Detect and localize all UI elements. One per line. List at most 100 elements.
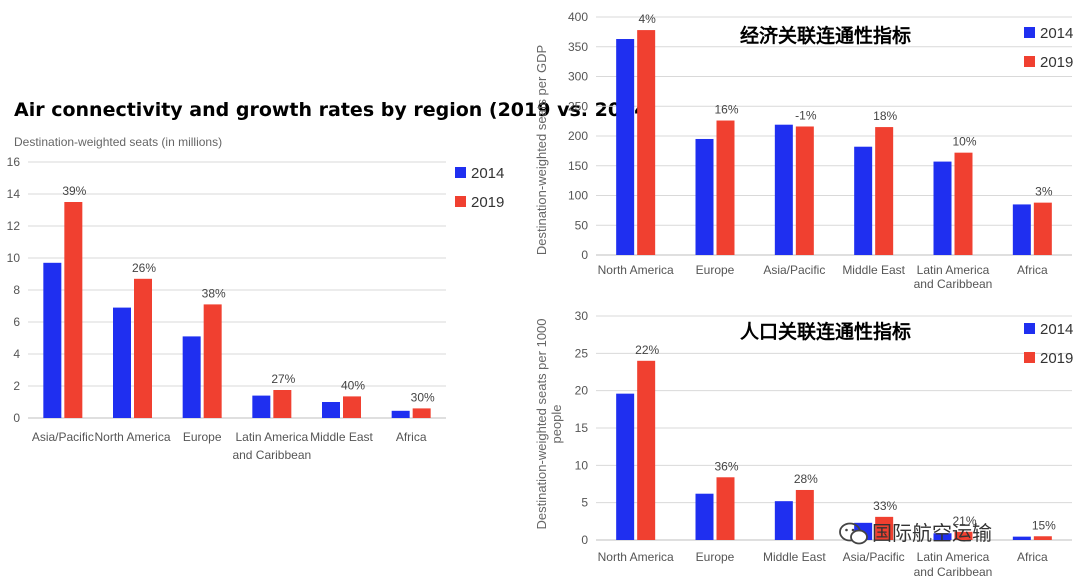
legend-entry: 2019 <box>1040 54 1073 71</box>
growth-label: 21% <box>952 514 976 528</box>
y-tick-label: 12 <box>7 219 21 233</box>
y-tick-label: 15 <box>575 421 589 435</box>
x-tick-label: Middle East <box>310 430 373 444</box>
bar-2019 <box>795 126 814 255</box>
y-tick-label: 400 <box>568 10 588 24</box>
growth-label: 38% <box>202 286 226 300</box>
bar-2019 <box>716 120 735 255</box>
growth-label: 22% <box>635 343 659 357</box>
bar-2014 <box>774 124 793 255</box>
growth-label: 3% <box>1035 185 1053 199</box>
y-tick-label: 0 <box>581 248 588 262</box>
y-tick-label: 200 <box>568 129 588 143</box>
x-tick-label: Europe <box>696 550 735 564</box>
bar-2014 <box>854 146 873 255</box>
growth-label: 36% <box>714 459 738 473</box>
bar-2014 <box>616 39 635 255</box>
y-axis-label: Destination-weighted seats per 1000peopl… <box>534 318 564 529</box>
legend-swatch-2019 <box>455 196 466 207</box>
y-axis-label: Destination-weighted seats per GDP <box>534 45 549 255</box>
chart-title: Air connectivity and growth rates by reg… <box>14 99 656 121</box>
bar-2019 <box>954 531 973 540</box>
chart-title: 人口关联连通性指标 <box>740 320 911 343</box>
x-tick-label: and Caribbean <box>232 448 311 462</box>
bar-2019 <box>875 127 894 255</box>
bar-2014 <box>695 493 714 540</box>
x-tick-label: Europe <box>696 263 735 277</box>
bar-2019 <box>412 408 431 418</box>
bar-2019 <box>637 360 656 540</box>
x-tick-label: Middle East <box>763 550 826 564</box>
y-tick-label: 100 <box>568 189 588 203</box>
x-tick-label: North America <box>598 550 674 564</box>
legend-entry: 2014 <box>1040 25 1073 42</box>
growth-label: 26% <box>132 261 156 275</box>
chart-subtitle: Destination-weighted seats (in millions) <box>14 135 222 149</box>
legend-swatch-2014 <box>455 167 466 178</box>
x-tick-label: Asia/Pacific <box>763 263 825 277</box>
bar-2014 <box>695 138 714 255</box>
legend-entry: 2014 <box>471 165 504 182</box>
watermark-text: 国际航空运输 <box>872 521 992 545</box>
bar-2014 <box>1012 204 1031 255</box>
y-tick-label: 300 <box>568 70 588 84</box>
watermark: 国际航空运输 <box>839 521 992 545</box>
y-tick-label: 30 <box>575 309 589 323</box>
x-tick-label: Latin America <box>917 550 990 564</box>
y-tick-label: 150 <box>568 159 588 173</box>
growth-label: 16% <box>714 103 738 117</box>
y-tick-label: 0 <box>13 411 20 425</box>
y-tick-label: 14 <box>7 187 21 201</box>
x-tick-label: Latin America <box>235 430 308 444</box>
bar-2014 <box>182 336 201 418</box>
bar-2014 <box>252 395 271 418</box>
y-tick-label: 6 <box>13 315 20 329</box>
x-tick-label: and Caribbean <box>914 565 993 579</box>
bar-2014 <box>391 410 410 418</box>
bar-2019 <box>795 489 814 540</box>
growth-label: 33% <box>873 499 897 513</box>
bar-2014 <box>774 501 793 540</box>
y-tick-label: 2 <box>13 379 20 393</box>
y-tick-label: 16 <box>7 155 21 169</box>
y-tick-label: 20 <box>575 384 589 398</box>
growth-label: 30% <box>411 390 435 404</box>
bar-2014 <box>933 161 952 255</box>
legend-swatch-2019 <box>1024 56 1035 67</box>
x-tick-label: Middle East <box>842 263 905 277</box>
bar-2019 <box>64 202 83 418</box>
bar-2014 <box>1012 536 1031 540</box>
bar-2014 <box>322 402 340 418</box>
x-tick-label: and Caribbean <box>914 277 993 291</box>
legend-swatch-2019 <box>1024 352 1035 363</box>
growth-label: 4% <box>638 12 656 26</box>
legend-entry: 2019 <box>1040 350 1073 367</box>
growth-label: 15% <box>1032 518 1056 532</box>
legend-entry: 2019 <box>471 194 504 211</box>
x-tick-label: Europe <box>183 430 222 444</box>
x-tick-label: Latin America <box>917 263 990 277</box>
bar-2019 <box>134 278 152 418</box>
y-tick-label: 250 <box>568 99 588 113</box>
x-tick-label: Asia/Pacific <box>32 430 94 444</box>
legend-entry: 2014 <box>1040 321 1073 338</box>
bar-2019 <box>716 477 735 540</box>
bar-2019 <box>343 396 361 418</box>
y-tick-label: 25 <box>575 346 589 360</box>
bar-2014 <box>43 262 62 418</box>
bar-2014 <box>933 533 952 540</box>
y-axis-label-line: Destination-weighted seats per GDP <box>534 45 549 255</box>
bar-2019 <box>1033 536 1052 540</box>
x-tick-label: North America <box>94 430 170 444</box>
wechat-icon <box>839 522 868 545</box>
growth-label: 39% <box>62 184 86 198</box>
chart-air-connectivity: Air connectivity and growth rates by reg… <box>7 99 657 462</box>
growth-label: 27% <box>271 372 295 386</box>
legend-swatch-2014 <box>1024 323 1035 334</box>
chart-population-connectivity: 人口关联连通性指标 Destination-weighted seats per … <box>534 309 1073 579</box>
bar-2019 <box>875 516 894 540</box>
legend-swatch-2014 <box>1024 27 1035 38</box>
chart-title: 经济关联连通性指标 <box>740 24 911 47</box>
bar-2014 <box>616 393 635 540</box>
